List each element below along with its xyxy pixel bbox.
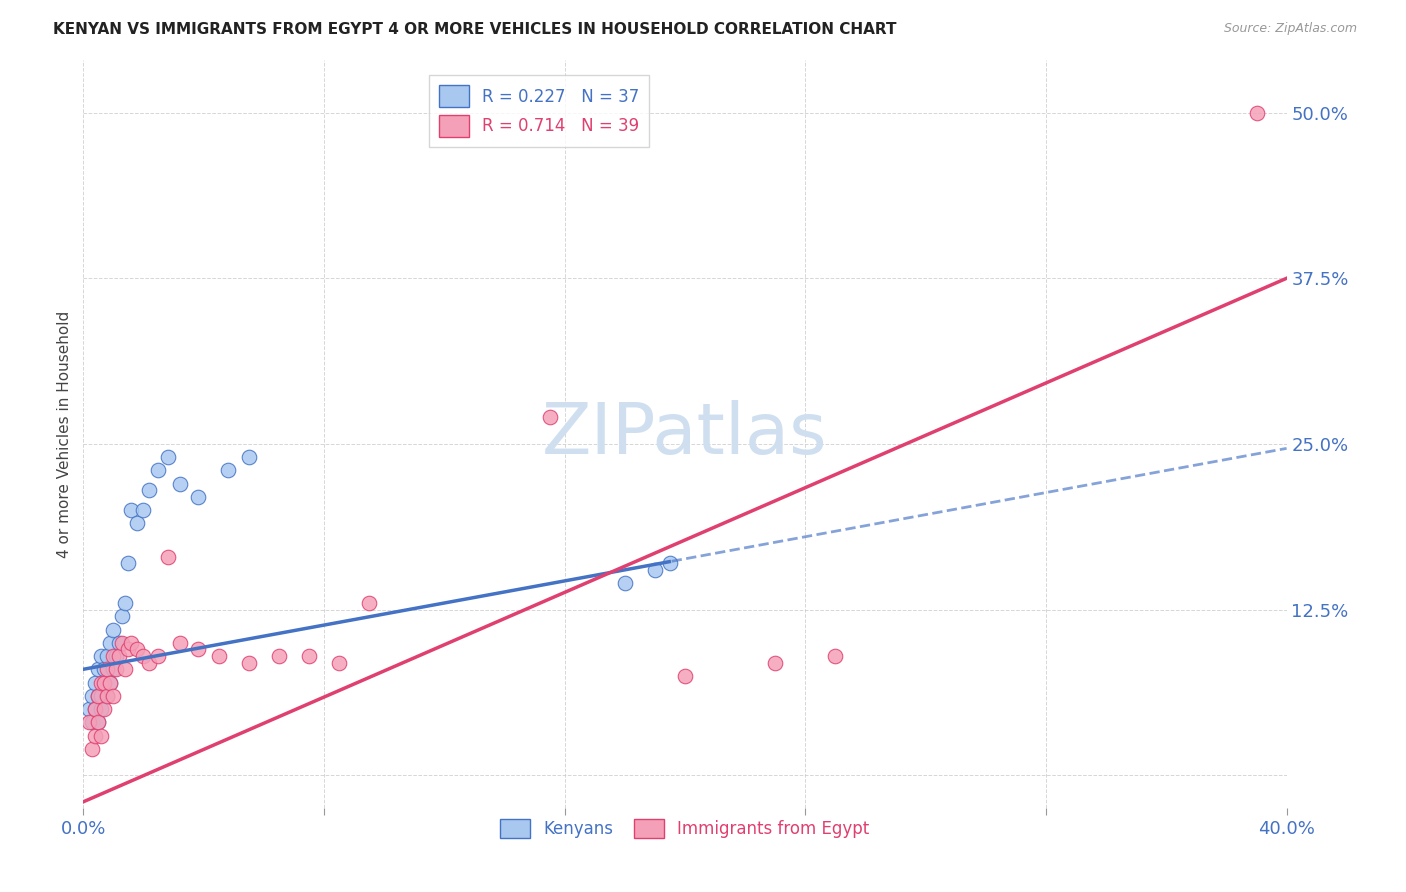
Point <box>148 463 170 477</box>
Point <box>84 729 107 743</box>
Point <box>120 636 142 650</box>
Point <box>79 715 101 730</box>
Point <box>108 648 131 663</box>
Point <box>82 715 104 730</box>
Point <box>84 702 107 716</box>
Point <box>82 741 104 756</box>
Point <box>90 675 112 690</box>
Point <box>96 689 118 703</box>
Point <box>148 648 170 663</box>
Point <box>105 648 128 663</box>
Legend: Kenyans, Immigrants from Egypt: Kenyans, Immigrants from Egypt <box>494 813 876 845</box>
Point <box>187 642 209 657</box>
Point <box>114 596 136 610</box>
Point <box>96 648 118 663</box>
Point <box>87 715 110 730</box>
Point <box>90 702 112 716</box>
Point <box>93 675 115 690</box>
Point <box>87 689 110 703</box>
Point <box>132 503 155 517</box>
Point <box>98 675 121 690</box>
Point <box>238 656 260 670</box>
Text: Source: ZipAtlas.com: Source: ZipAtlas.com <box>1223 22 1357 36</box>
Point <box>84 675 107 690</box>
Point <box>108 636 131 650</box>
Point <box>87 689 110 703</box>
Point <box>117 642 139 657</box>
Point <box>156 549 179 564</box>
Point <box>105 662 128 676</box>
Point <box>96 689 118 703</box>
Point <box>673 669 696 683</box>
Point <box>658 556 681 570</box>
Point <box>103 689 125 703</box>
Text: KENYAN VS IMMIGRANTS FROM EGYPT 4 OR MORE VEHICLES IN HOUSEHOLD CORRELATION CHAR: KENYAN VS IMMIGRANTS FROM EGYPT 4 OR MOR… <box>53 22 897 37</box>
Point <box>187 490 209 504</box>
Point <box>93 662 115 676</box>
Point <box>82 689 104 703</box>
Point <box>298 648 321 663</box>
Point <box>120 503 142 517</box>
Point <box>127 516 149 531</box>
Point <box>93 702 115 716</box>
Point <box>90 729 112 743</box>
Point <box>238 450 260 465</box>
Text: ZIPatlas: ZIPatlas <box>543 400 828 468</box>
Point <box>98 636 121 650</box>
Point <box>84 702 107 716</box>
Point <box>103 623 125 637</box>
Point <box>1246 105 1268 120</box>
Point <box>644 563 666 577</box>
Point <box>169 636 191 650</box>
Point <box>87 662 110 676</box>
Point <box>114 662 136 676</box>
Y-axis label: 4 or more Vehicles in Household: 4 or more Vehicles in Household <box>58 310 72 558</box>
Point <box>613 576 636 591</box>
Point <box>763 656 786 670</box>
Point <box>117 556 139 570</box>
Point <box>267 648 290 663</box>
Point <box>538 410 561 425</box>
Point <box>103 648 125 663</box>
Point <box>111 636 134 650</box>
Point <box>79 702 101 716</box>
Point <box>138 656 160 670</box>
Point <box>93 675 115 690</box>
Point <box>90 648 112 663</box>
Point <box>111 609 134 624</box>
Point <box>96 662 118 676</box>
Point <box>824 648 846 663</box>
Point <box>328 656 350 670</box>
Point <box>90 689 112 703</box>
Point <box>98 675 121 690</box>
Point <box>217 463 239 477</box>
Point <box>169 476 191 491</box>
Point <box>127 642 149 657</box>
Point <box>138 483 160 498</box>
Point <box>208 648 231 663</box>
Point <box>87 715 110 730</box>
Point <box>357 596 380 610</box>
Point <box>103 662 125 676</box>
Point <box>132 648 155 663</box>
Point <box>156 450 179 465</box>
